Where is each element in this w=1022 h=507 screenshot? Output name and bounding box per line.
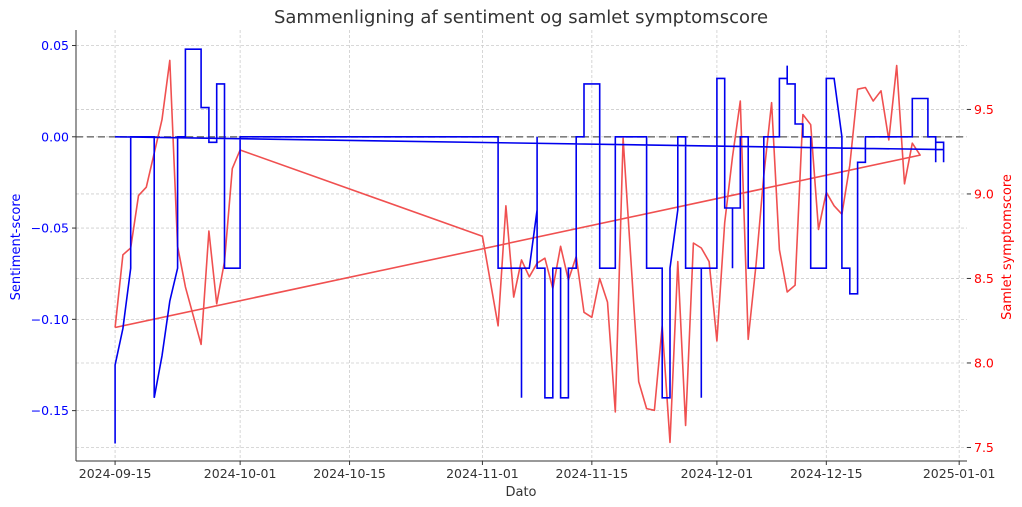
y-right-tick-label: 9.0 (974, 186, 994, 201)
chart-title: Sammenligning af sentiment og samlet sym… (274, 7, 768, 28)
y-left-tick-label: 0.05 (41, 38, 69, 53)
y-left-tick-label: −0.15 (31, 403, 69, 418)
y-right-tick-label: 8.5 (974, 271, 994, 286)
y-right-tick-label: 9.5 (974, 102, 994, 117)
axes (72, 30, 971, 465)
tick-labels: 2024-09-15 2024-10-01 2024-10-15 2024-11-01… (31, 38, 996, 481)
x-tick-label: 2024-10-01 (204, 466, 277, 481)
x-tick-label: 2025-01-01 (923, 466, 996, 481)
x-tick-label: 2024-11-15 (556, 466, 629, 481)
y-axis-left-label: Sentiment-score (9, 194, 24, 301)
series-symptom-line (114, 59, 921, 444)
y-left-tick-label: −0.10 (31, 312, 69, 327)
x-tick-label: 2024-12-01 (681, 466, 754, 481)
x-tick-label: 2024-09-15 (79, 466, 152, 481)
y-right-tick-label: 8.0 (974, 355, 994, 370)
y-left-tick-label: 0.00 (41, 129, 69, 144)
y-right-tick-label: 7.5 (974, 440, 994, 455)
series-layer (114, 48, 945, 444)
series-sentiment-line (114, 48, 945, 444)
x-tick-label: 2024-10-15 (313, 466, 386, 481)
x-tick-label: 2024-11-01 (446, 466, 519, 481)
x-axis-label: Dato (505, 485, 536, 500)
x-tick-label: 2024-12-15 (790, 466, 863, 481)
y-left-tick-label: −0.05 (31, 221, 69, 236)
y-axis-right-label: Samlet symptomscore (1000, 174, 1015, 320)
